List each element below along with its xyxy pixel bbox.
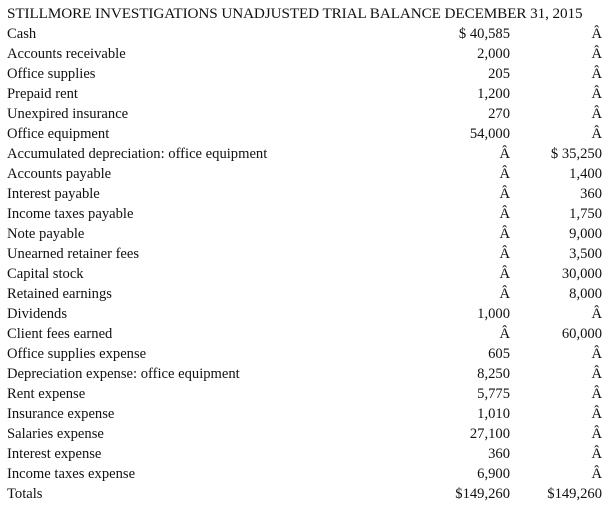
table-row: Unearned retainer fees Â 3,500 — [0, 244, 608, 264]
account-name: Client fees earned — [7, 326, 113, 342]
debit-amount: Â — [499, 206, 510, 222]
debit-amount: 205 — [488, 66, 510, 82]
account-name: Prepaid rent — [7, 86, 78, 102]
debit-amount: 54,000 — [469, 126, 510, 142]
credit-amount: 3,500 — [569, 246, 602, 262]
credit-amount: Â — [591, 466, 602, 482]
credit-amount: Â — [591, 86, 602, 102]
table-row: Dividends 1,000 Â — [0, 304, 608, 324]
debit-amount: Â — [499, 226, 510, 242]
credit-amount: 60,000 — [561, 326, 602, 342]
table-row: Office supplies expense 605 Â — [0, 344, 608, 364]
account-name: Note payable — [7, 226, 85, 242]
table-row: Interest payable Â 360 — [0, 184, 608, 204]
account-name: Accounts payable — [7, 166, 112, 182]
account-name: Salaries expense — [7, 426, 104, 442]
account-name: Office equipment — [7, 126, 110, 142]
table-row: Note payable Â 9,000 — [0, 224, 608, 244]
account-name: Rent expense — [7, 386, 86, 402]
debit-amount: Â — [499, 326, 510, 342]
credit-amount: Â — [591, 426, 602, 442]
debit-amount: 5,775 — [477, 386, 510, 402]
account-name: Income taxes expense — [7, 466, 136, 482]
debit-amount: Â — [499, 146, 510, 162]
table-row: Prepaid rent 1,200 Â — [0, 84, 608, 104]
account-name: Office supplies — [7, 66, 96, 82]
table-row: Income taxes payable Â 1,750 — [0, 204, 608, 224]
credit-amount: 30,000 — [561, 266, 602, 282]
account-name: Unexpired insurance — [7, 106, 129, 122]
debit-amount: Â — [499, 246, 510, 262]
debit-amount: 6,900 — [477, 466, 510, 482]
credit-amount: Â — [591, 26, 602, 42]
account-name: Accounts receivable — [7, 46, 126, 62]
credit-amount: Â — [591, 46, 602, 62]
debit-amount: 27,100 — [469, 426, 510, 442]
account-name: Cash — [7, 26, 37, 42]
account-name: Office supplies expense — [7, 346, 147, 362]
table-row: Accounts payable Â 1,400 — [0, 164, 608, 184]
account-name: Dividends — [7, 306, 67, 322]
totals-label: Totals — [7, 486, 43, 502]
account-name: Income taxes payable — [7, 206, 134, 222]
table-row: Income taxes expense 6,900 Â — [0, 464, 608, 484]
table-row: Rent expense 5,775 Â — [0, 384, 608, 404]
table-row: Interest expense 360 Â — [0, 444, 608, 464]
debit-amount: Â — [499, 266, 510, 282]
table-row: Insurance expense 1,010 Â — [0, 404, 608, 424]
trial-balance-table: Cash $ 40,585 Â Accounts receivable 2,00… — [0, 24, 608, 504]
credit-amount: Â — [591, 126, 602, 142]
account-name: Insurance expense — [7, 406, 115, 422]
debit-amount: Â — [499, 286, 510, 302]
table-row: Capital stock Â 30,000 — [0, 264, 608, 284]
account-name: Accumulated depreciation: office equipme… — [7, 146, 268, 162]
credit-amount: Â — [591, 446, 602, 462]
account-name: Retained earnings — [7, 286, 112, 302]
credit-amount: Â — [591, 66, 602, 82]
credit-amount: 1,400 — [569, 166, 602, 182]
table-row: Accounts receivable 2,000 Â — [0, 44, 608, 64]
account-name: Depreciation expense: office equipment — [7, 366, 240, 382]
credit-amount: 9,000 — [569, 226, 602, 242]
table-row: Accumulated depreciation: office equipme… — [0, 144, 608, 164]
credit-amount: Â — [591, 406, 602, 422]
table-row: Retained earnings Â 8,000 — [0, 284, 608, 304]
credit-amount: $ 35,250 — [550, 146, 602, 162]
debit-amount: Â — [499, 166, 510, 182]
account-name: Interest expense — [7, 446, 102, 462]
debit-amount: 1,000 — [477, 306, 510, 322]
debit-amount: $ 40,585 — [458, 26, 510, 42]
account-name: Unearned retainer fees — [7, 246, 140, 262]
credit-amount: 1,750 — [569, 206, 602, 222]
account-name: Capital stock — [7, 266, 84, 282]
table-row: Office supplies 205 Â — [0, 64, 608, 84]
debit-amount: Â — [499, 186, 510, 202]
credit-amount: Â — [591, 346, 602, 362]
table-row: Office equipment 54,000 Â — [0, 124, 608, 144]
debit-amount: 2,000 — [477, 46, 510, 62]
credit-amount: Â — [591, 306, 602, 322]
debit-amount: 270 — [488, 106, 510, 122]
table-row: Client fees earned Â 60,000 — [0, 324, 608, 344]
credit-amount: Â — [591, 106, 602, 122]
table-row: Salaries expense 27,100 Â — [0, 424, 608, 444]
table-row: Cash $ 40,585 Â — [0, 24, 608, 44]
credit-amount: Â — [591, 366, 602, 382]
totals-row: Totals $149,260 $149,260 — [0, 484, 608, 504]
debit-amount: 8,250 — [477, 366, 510, 382]
credit-amount: 8,000 — [569, 286, 602, 302]
debit-amount: 605 — [488, 346, 510, 362]
account-name: Interest payable — [7, 186, 100, 202]
debit-amount: 1,200 — [477, 86, 510, 102]
debit-amount: 1,010 — [477, 406, 510, 422]
document-title: STILLMORE INVESTIGATIONS UNADJUSTED TRIA… — [7, 5, 583, 22]
total-credit: $149,260 — [547, 486, 602, 502]
table-row: Depreciation expense: office equipment 8… — [0, 364, 608, 384]
debit-amount: 360 — [488, 446, 510, 462]
total-debit: $149,260 — [455, 486, 510, 502]
credit-amount: 360 — [580, 186, 602, 202]
credit-amount: Â — [591, 386, 602, 402]
table-row: Unexpired insurance 270 Â — [0, 104, 608, 124]
